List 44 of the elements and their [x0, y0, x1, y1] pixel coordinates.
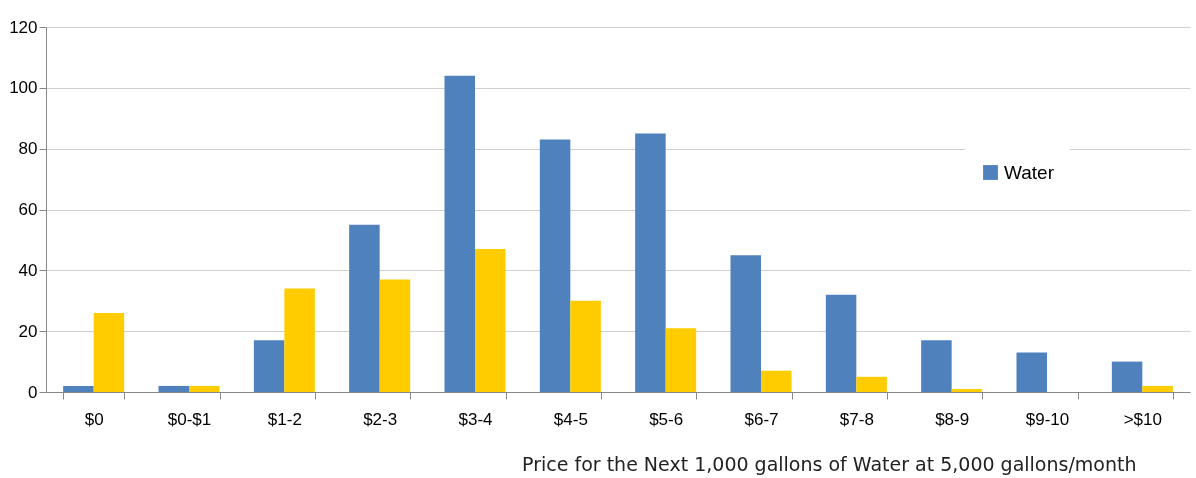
bar	[825, 294, 857, 392]
bar	[1111, 361, 1143, 392]
y-tick-label: 40	[18, 260, 38, 280]
bar	[63, 385, 94, 392]
x-tick-label: $0	[84, 409, 104, 429]
bar	[349, 224, 380, 392]
bar	[1142, 385, 1173, 392]
bar	[570, 300, 601, 392]
bar	[921, 340, 952, 392]
bar	[284, 288, 315, 392]
x-tick-label: $9-10	[1025, 409, 1070, 429]
bar	[761, 370, 792, 392]
bar	[730, 255, 761, 392]
x-tick-label: $0-$1	[167, 409, 212, 429]
bar	[379, 279, 411, 392]
bar	[93, 312, 125, 392]
x-tick-label: $2-3	[363, 409, 398, 429]
x-axis-title: Price for the Next 1,000 gallons of Water at 5,000 gallons/month	[522, 452, 1137, 475]
bar	[253, 340, 285, 392]
bar	[475, 249, 506, 392]
x-tick-label: $5-6	[649, 409, 684, 429]
bar	[539, 139, 571, 392]
x-tick-label: $7-8	[839, 409, 874, 429]
x-tick-label: $3-4	[458, 409, 493, 429]
y-tick-label: 120	[9, 17, 38, 37]
bar	[158, 385, 189, 392]
bar	[189, 385, 220, 392]
y-tick-label: 60	[18, 200, 38, 219]
bar	[951, 388, 983, 392]
x-tick-label: >$10	[1123, 409, 1162, 429]
x-tick-label: $4-5	[553, 409, 588, 429]
x-tick-label: $6-7	[744, 409, 779, 429]
bar	[444, 75, 475, 392]
x-tick-label: $1-2	[267, 409, 302, 429]
y-tick-label: 20	[18, 321, 38, 341]
y-tick-label: 80	[18, 139, 38, 159]
x-tick-label: $8-9	[935, 409, 970, 429]
bar	[1016, 352, 1047, 392]
bar	[635, 133, 666, 392]
y-tick-label: 0	[28, 382, 38, 402]
bar	[856, 376, 887, 392]
legend-label: Water	[1004, 161, 1055, 183]
y-tick-label: 100	[9, 78, 38, 98]
bar	[665, 328, 697, 392]
